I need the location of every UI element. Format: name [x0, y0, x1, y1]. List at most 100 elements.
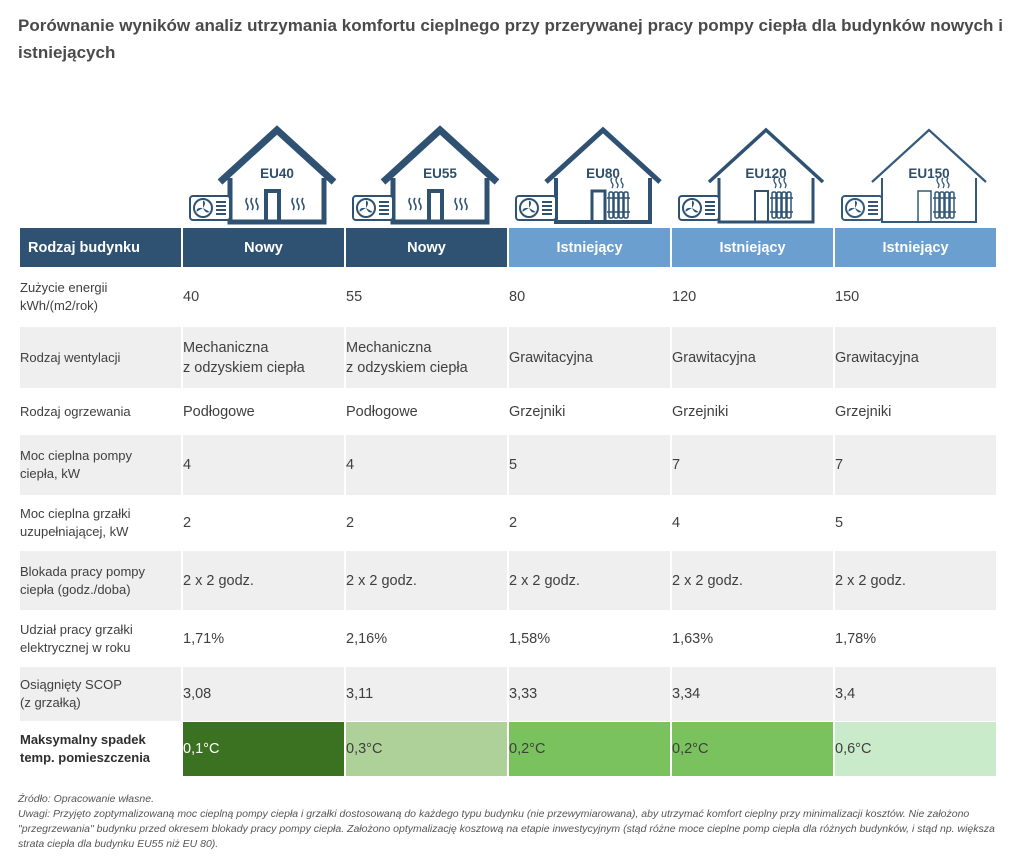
- fan-icon: [848, 200, 862, 213]
- building-code-label: EU40: [260, 166, 294, 181]
- value-cell: Grawitacyjna: [509, 327, 670, 388]
- value-cell: Podłogowe: [183, 403, 255, 420]
- radiator-icon: [933, 191, 956, 219]
- building-icon-0: EU40: [182, 118, 343, 228]
- house-icon: [841, 128, 987, 223]
- row-label: Rodzaj ogrzewania: [20, 388, 181, 435]
- header-cell: Istniejący: [672, 228, 833, 267]
- row-label: Zużycie energii kWh/(m2/rok): [20, 267, 181, 327]
- row-label-line: uzupełniającej, kW: [20, 524, 129, 539]
- remarks-note: Uwagi: Przyjęto zoptymalizowaną moc ciep…: [18, 808, 995, 850]
- heat-pump-icon: [515, 195, 557, 221]
- roof-icon: [380, 125, 500, 185]
- radiator-icon: [607, 191, 630, 219]
- house-icon: [352, 125, 500, 225]
- value-cell: 80: [509, 289, 526, 305]
- value-cell: Mechaniczna z odzyskiem ciepła: [346, 327, 507, 388]
- fan-icon: [685, 200, 699, 213]
- value-cell: 1,63%: [672, 630, 714, 647]
- building-icon-4: EU150: [834, 118, 995, 228]
- value-cell: 5: [509, 435, 670, 495]
- floor-heating-icon: [245, 197, 305, 211]
- fan-icon: [359, 200, 373, 213]
- row-label-line: Moc cieplna grzałki: [20, 506, 131, 521]
- value-cell: 40: [183, 289, 200, 305]
- table-row: Moc cieplna grzałki uzupełniającej, kW 2 2 2…: [20, 495, 996, 551]
- value-cell: 3,4: [835, 667, 996, 721]
- heat-pump-icon: [189, 195, 231, 221]
- value-line: z odzyskiem ciepła: [346, 359, 468, 376]
- heat-pump-icon: [841, 195, 883, 221]
- value-cell: 2: [509, 515, 518, 531]
- house-icon: [515, 126, 662, 224]
- value-cell: 2: [183, 515, 192, 531]
- heat-waves-icon: [610, 177, 624, 189]
- header-cell: Nowy: [183, 228, 344, 267]
- temperature-drop-cell: 0,1°C: [183, 721, 344, 776]
- value-line: Mechaniczna: [346, 339, 432, 356]
- row-label-line: Blokada pracy pompy: [20, 563, 146, 579]
- house-icon: [678, 127, 825, 224]
- row-label: Maksymalny spadek temp. pomieszczenia: [20, 721, 181, 776]
- row-label: Moc cieplna pompy ciepła, kW: [20, 435, 181, 495]
- row-label-line: ciepła (godz./doba): [20, 581, 131, 597]
- header-cell: Istniejący: [509, 228, 670, 267]
- value-cell: 2,16%: [346, 630, 388, 647]
- table-row: Rodzaj wentylacji Mechaniczna z odzyskiem …: [20, 327, 996, 388]
- value-cell: 120: [672, 289, 697, 305]
- value-cell: 2 x 2 godz.: [346, 551, 507, 610]
- temperature-drop-cell: 0,6°C: [835, 721, 996, 776]
- row-label-line: Rodzaj ogrzewania: [20, 403, 131, 419]
- value-cell: 3,33: [509, 667, 670, 721]
- value-cell: Grawitacyjna: [835, 327, 996, 388]
- value-cell: 2: [346, 515, 355, 531]
- row-label-line: Moc cieplna pompy: [20, 448, 132, 463]
- value-cell: 2 x 2 godz.: [183, 551, 344, 610]
- building-icon-1: EU55: [345, 118, 506, 228]
- value-cell: 150: [835, 289, 860, 305]
- row-label: Osiągnięty SCOP (z grzałką): [20, 667, 181, 721]
- house-icon: [189, 125, 337, 225]
- value-cell: 1,71%: [183, 630, 225, 647]
- roof-icon: [544, 126, 662, 184]
- row-label-line: Zużycie energii: [20, 280, 108, 295]
- row-label-line: temp. pomieszczenia: [20, 749, 151, 765]
- building-code-label: EU150: [908, 166, 950, 181]
- door-icon: [590, 189, 607, 222]
- value-cell: 3,08: [183, 667, 344, 721]
- value-cell: Mechaniczna z odzyskiem ciepła: [183, 327, 344, 388]
- value-cell: 3,11: [346, 667, 507, 721]
- header-building-type: Rodzaj budynku: [20, 228, 181, 267]
- value-cell: 55: [346, 289, 363, 305]
- value-line: z odzyskiem ciepła: [183, 359, 305, 376]
- row-label-line: elektrycznej w roku: [20, 639, 131, 655]
- temperature-drop-cell: 0,2°C: [509, 721, 670, 776]
- value-line: Mechaniczna: [183, 339, 269, 356]
- page-title: Porównanie wyników analiz utrzymania kom…: [18, 16, 1003, 62]
- heat-waves-icon: [773, 177, 787, 189]
- door-icon: [754, 190, 769, 222]
- roof-icon: [217, 125, 337, 185]
- comparison-table: Rodzaj budynku Nowy Nowy Istniejący Istn…: [18, 228, 998, 776]
- row-label: Rodzaj wentylacji: [20, 327, 181, 388]
- row-label-line: (z grzałką): [20, 695, 81, 710]
- heat-pump-icon: [352, 195, 394, 221]
- table-row: Moc cieplna pompy ciepła, kW 4 4 5 7 7: [20, 435, 996, 495]
- value-cell: 4: [183, 435, 344, 495]
- value-cell: Podłogowe: [346, 403, 418, 420]
- value-cell: 2 x 2 godz.: [835, 551, 996, 610]
- building-icon-2: EU80: [508, 118, 669, 228]
- temperature-drop-cell: 0,3°C: [346, 721, 507, 776]
- table-row: Rodzaj ogrzewania Podłogowe Podłogowe Grzej…: [20, 388, 996, 435]
- table-header-row: Rodzaj budynku Nowy Nowy Istniejący Istn…: [20, 228, 996, 267]
- table-row: Udział pracy grzałki elektrycznej w roku 1…: [20, 610, 996, 667]
- door-icon: [264, 189, 281, 222]
- fan-icon: [522, 200, 536, 213]
- table-row: Maksymalny spadek temp. pomieszczenia 0,1°…: [20, 721, 996, 776]
- temperature-drop-cell: 0,2°C: [672, 721, 833, 776]
- row-label-line: Rodzaj wentylacji: [20, 349, 121, 365]
- row-label-line: Osiągnięty SCOP: [20, 677, 122, 692]
- value-cell: Grzejniki: [835, 403, 892, 420]
- value-cell: 3,34: [672, 667, 833, 721]
- table-row: Blokada pracy pompy ciepła (godz./doba) 2 …: [20, 551, 996, 610]
